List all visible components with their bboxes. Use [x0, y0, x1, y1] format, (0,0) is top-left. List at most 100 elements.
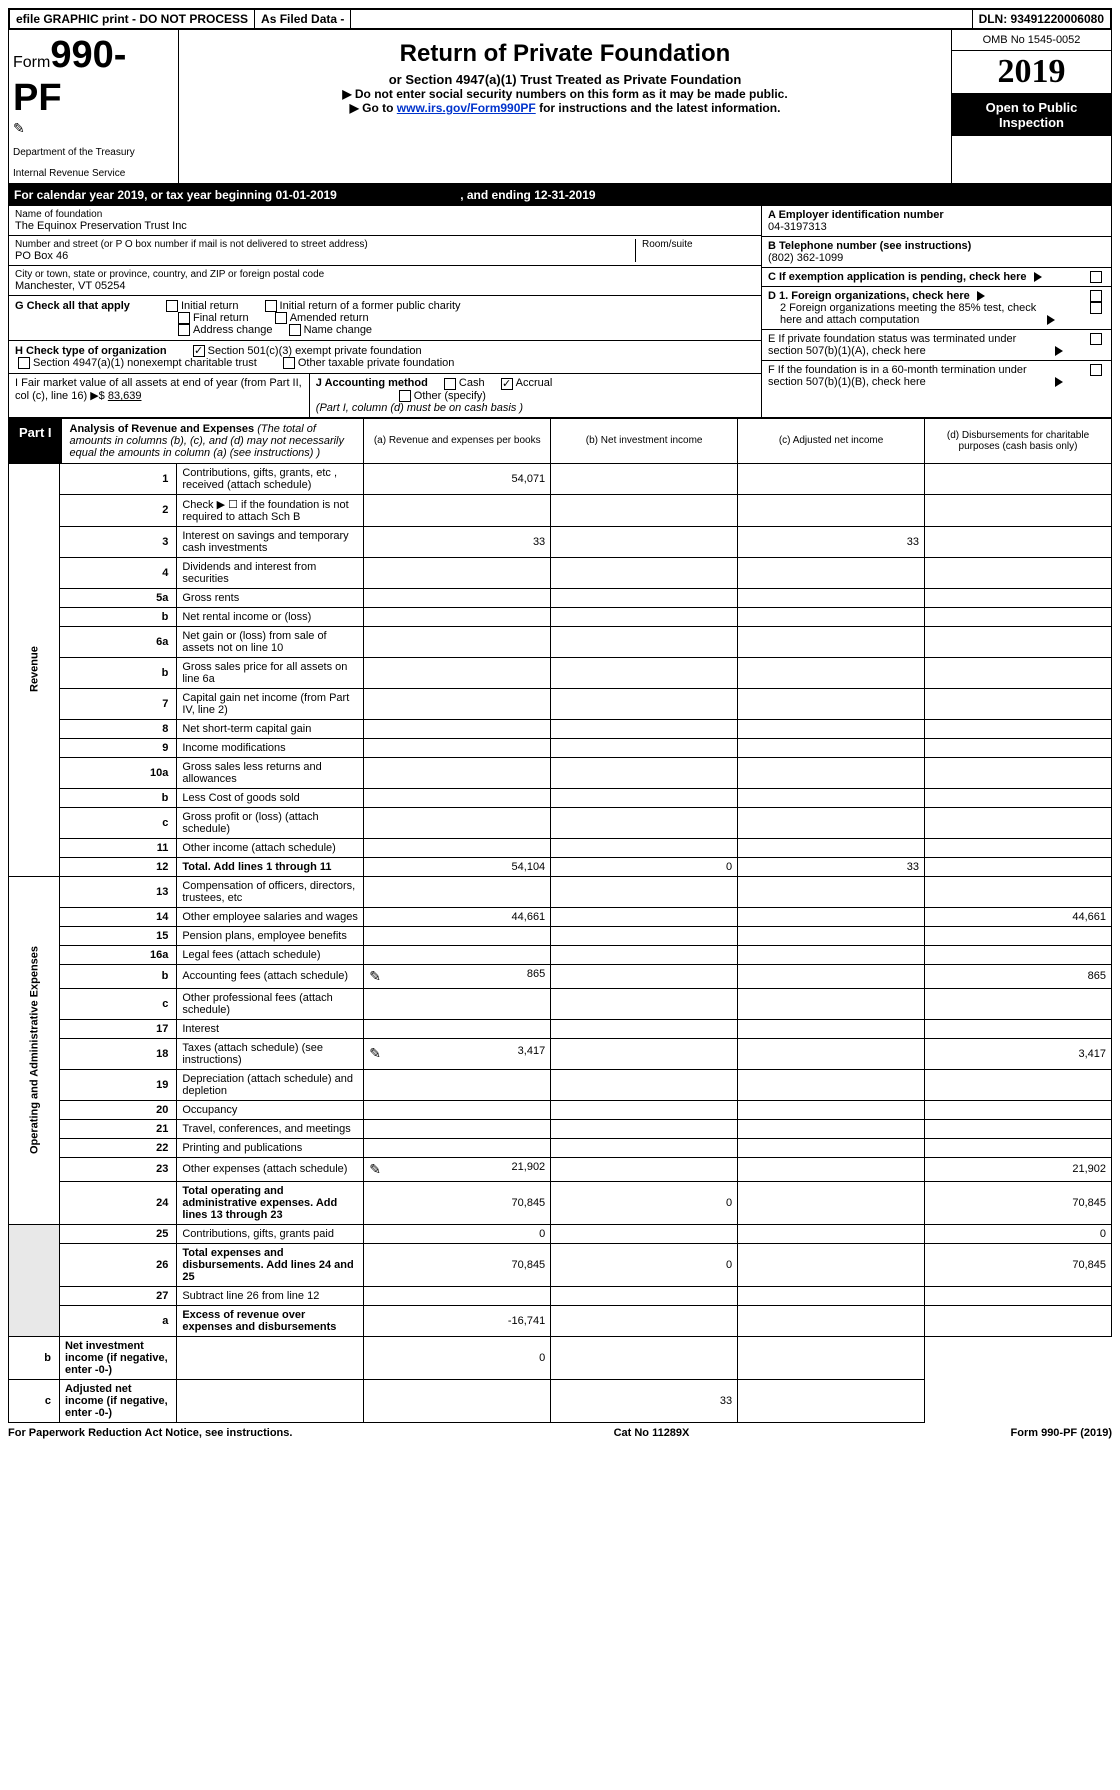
table-row: 20Occupancy: [9, 1100, 1112, 1119]
table-row: bNet investment income (if negative, ent…: [9, 1336, 1112, 1379]
col-d-cell: [738, 1379, 925, 1422]
tel-cell: B Telephone number (see instructions) (8…: [762, 237, 1111, 268]
table-row: 24Total operating and administrative exp…: [9, 1181, 1112, 1224]
address: PO Box 46: [15, 250, 635, 262]
name-cell: Name of foundation The Equinox Preservat…: [9, 206, 761, 236]
ein-cell: A Employer identification number 04-3197…: [762, 206, 1111, 237]
col-b-cell: [551, 494, 738, 526]
line-number: 19: [59, 1069, 176, 1100]
table-row: Operating and Administrative Expenses13C…: [9, 876, 1112, 907]
col-b-cell: [551, 788, 738, 807]
line-description: Gross profit or (loss) (attach schedule): [177, 807, 364, 838]
col-c-cell: [738, 838, 925, 857]
public-inspection: Open to Public Inspection: [952, 94, 1111, 136]
h-row: H Check type of organization ✓Section 50…: [9, 341, 761, 374]
part1-table: Part I Analysis of Revenue and Expenses …: [8, 418, 1112, 1423]
checkbox-icon[interactable]: [265, 300, 277, 312]
col-a-cell: 54,071: [364, 463, 551, 494]
line-description: Net investment income (if negative, ente…: [59, 1336, 176, 1379]
col-d-header: (d) Disbursements for charitable purpose…: [925, 418, 1112, 463]
table-row: 5aGross rents: [9, 588, 1112, 607]
part1-header-row: Part I Analysis of Revenue and Expenses …: [9, 418, 1112, 463]
col-c-cell: [738, 1286, 925, 1305]
checkbox-icon[interactable]: [399, 390, 411, 402]
col-d-cell: [925, 557, 1112, 588]
line-number: 27: [59, 1286, 176, 1305]
col-a-value: 54,071: [512, 473, 546, 485]
checkbox-icon[interactable]: [166, 300, 178, 312]
col-a-value: 865: [527, 968, 545, 980]
part1-header-cell: Part I Analysis of Revenue and Expenses …: [9, 418, 364, 463]
col-c-cell: [738, 1019, 925, 1038]
col-d-cell: [925, 1286, 1112, 1305]
checkbox-icon[interactable]: [1090, 271, 1102, 283]
part-title: Analysis of Revenue and Expenses: [70, 423, 255, 435]
checkbox-icon[interactable]: [178, 324, 190, 336]
foundation-name: The Equinox Preservation Trust Inc: [15, 220, 755, 232]
footer-left: For Paperwork Reduction Act Notice, see …: [8, 1427, 292, 1439]
col-a-cell: [364, 988, 551, 1019]
city-label: City or town, state or province, country…: [15, 269, 755, 280]
col-b-cell: [551, 607, 738, 626]
pencil-icon[interactable]: ✎: [369, 968, 381, 985]
col-b-cell: 0: [551, 857, 738, 876]
form-header: Form990-PF ✎ Department of the Treasury …: [8, 30, 1112, 184]
table-row: 11Other income (attach schedule): [9, 838, 1112, 857]
line-number: 10a: [59, 757, 176, 788]
line-number: 5a: [59, 588, 176, 607]
col-c-cell: [738, 926, 925, 945]
checkbox-icon[interactable]: [275, 312, 287, 324]
col-c-cell: [738, 988, 925, 1019]
table-row: 14Other employee salaries and wages44,66…: [9, 907, 1112, 926]
fmv-value: 83,639: [108, 390, 142, 402]
f-cell: F If the foundation is in a 60-month ter…: [762, 361, 1111, 391]
part-desc: Analysis of Revenue and Expenses (The to…: [62, 419, 364, 463]
col-c-cell: [738, 1157, 925, 1181]
table-row: 16aLegal fees (attach schedule): [9, 945, 1112, 964]
checkbox-icon[interactable]: ✓: [501, 378, 513, 390]
pencil-icon: ✎: [13, 120, 25, 137]
table-row: 22Printing and publications: [9, 1138, 1112, 1157]
col-d-cell: [925, 1305, 1112, 1336]
checkbox-icon[interactable]: ✓: [193, 345, 205, 357]
col-a-cell: -16,741: [364, 1305, 551, 1336]
d2-label: 2 Foreign organizations meeting the 85% …: [780, 302, 1040, 326]
col-a-cell: [364, 807, 551, 838]
col-a-cell: [364, 607, 551, 626]
col-b-cell: [551, 907, 738, 926]
col-d-cell: 0: [925, 1224, 1112, 1243]
i-cell: I Fair market value of all assets at end…: [9, 374, 310, 416]
col-d-cell: [738, 1336, 925, 1379]
efile-notice: efile GRAPHIC print - DO NOT PROCESS: [10, 10, 255, 28]
checkbox-icon[interactable]: [1090, 333, 1102, 345]
col-c-cell: [738, 1069, 925, 1100]
g-opt-0: Initial return: [163, 300, 238, 312]
checkbox-icon[interactable]: [289, 324, 301, 336]
col-b-cell: [551, 1224, 738, 1243]
line-description: Less Cost of goods sold: [177, 788, 364, 807]
col-d-cell: [925, 719, 1112, 738]
checkbox-icon[interactable]: [178, 312, 190, 324]
line-description: Printing and publications: [177, 1138, 364, 1157]
line-description: Check ▶ ☐ if the foundation is not requi…: [177, 494, 364, 526]
line-number: 7: [59, 688, 176, 719]
checkbox-icon[interactable]: [283, 357, 295, 369]
col-a-cell: [364, 1100, 551, 1119]
omb-number: OMB No 1545-0052: [952, 30, 1111, 51]
irs-link[interactable]: www.irs.gov/Form990PF: [397, 101, 536, 115]
addr-label: Number and street (or P O box number if …: [15, 239, 635, 250]
pencil-icon[interactable]: ✎: [369, 1161, 381, 1178]
pencil-icon[interactable]: ✎: [369, 1045, 381, 1062]
header-center: Return of Private Foundation or Section …: [179, 30, 951, 183]
checkbox-icon[interactable]: [444, 378, 456, 390]
table-row: 9Income modifications: [9, 738, 1112, 757]
checkbox-icon[interactable]: [1090, 302, 1102, 314]
col-a-cell: [364, 788, 551, 807]
checkbox-icon[interactable]: [1090, 364, 1102, 376]
col-a-cell: [364, 1286, 551, 1305]
col-d-cell: [925, 945, 1112, 964]
col-a-value: 44,661: [512, 911, 546, 923]
checkbox-icon[interactable]: [18, 357, 30, 369]
ij-row: I Fair market value of all assets at end…: [9, 374, 761, 416]
checkbox-icon[interactable]: [1090, 290, 1102, 302]
